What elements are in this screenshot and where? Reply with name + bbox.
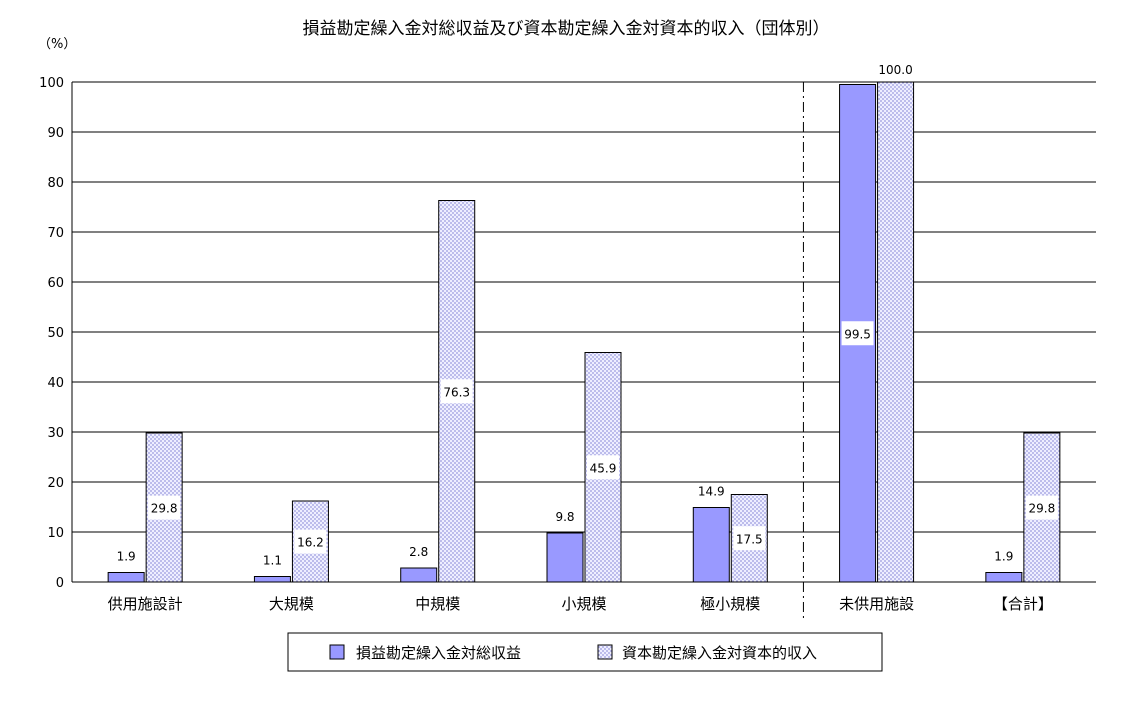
axes: 0 10 20 30 40 50 60 70 80 90 100 供用施設計 大規模 中規模 小規模 極小規模…	[39, 76, 1096, 622]
data-label-series-2: 16.2	[297, 536, 324, 550]
legend-swatch-series-1	[329, 644, 345, 660]
y-tick-label: 30	[47, 426, 64, 441]
data-label-series-2: 17.5	[736, 532, 763, 546]
y-axis-unit-label: （%）	[38, 37, 76, 52]
data-label-series-2: 100.0	[878, 63, 912, 77]
y-tick-label: 10	[47, 526, 64, 541]
y-tick-label: 40	[47, 376, 64, 391]
data-label-series-1: 1.9	[994, 550, 1013, 564]
data-label-series-1: 14.9	[698, 485, 725, 499]
data-label-bg	[1025, 495, 1058, 520]
data-labels: 1.9 29.8 1.1 16.2 2.8 76.3 9.8 45.9 14.9 17.5 99.5…	[117, 63, 1058, 568]
bar-series-1	[546, 532, 584, 583]
legend-swatch-series-2	[597, 644, 613, 660]
bar-series-1	[253, 576, 291, 583]
y-tick-label: 90	[47, 126, 64, 141]
y-tick-label: 100	[39, 76, 64, 91]
y-tick-label: 60	[47, 276, 64, 291]
bar-series-1	[692, 507, 730, 583]
data-label-series-1: 1.9	[117, 550, 136, 564]
x-category-label: 未供用施設	[839, 595, 914, 613]
x-category-label: 大規模	[269, 595, 314, 613]
data-label-bg	[733, 526, 766, 551]
data-label-series-1: 1.1	[263, 554, 282, 568]
y-tick-label: 70	[47, 226, 64, 241]
y-tick-label: 80	[47, 176, 64, 191]
data-label-series-1: 99.5	[844, 327, 871, 341]
legend: 損益勘定繰入金対総収益 資本勘定繰入金対資本的収入	[287, 632, 883, 672]
data-label-bg	[148, 495, 181, 520]
gridlines	[72, 81, 1096, 533]
y-tick-label: 20	[47, 476, 64, 491]
legend-label-series-1: 損益勘定繰入金対総収益	[356, 644, 521, 662]
bar-series-1	[985, 572, 1023, 583]
legend-box	[287, 632, 883, 672]
bar-series-2	[877, 81, 915, 583]
chart-title: 損益勘定繰入金対総収益及び資本勘定繰入金対資本的収入（団体別）	[303, 19, 830, 39]
x-category-label: 供用施設計	[108, 595, 183, 613]
y-tick-label: 0	[56, 576, 64, 591]
data-label-series-2: 29.8	[151, 502, 178, 516]
data-label-series-2: 45.9	[590, 461, 617, 475]
x-category-label: 小規模	[561, 595, 606, 613]
data-label-bg	[841, 321, 874, 346]
legend-label-series-2: 資本勘定繰入金対資本的収入	[622, 644, 817, 662]
x-category-label: 中規模	[415, 595, 460, 613]
data-label-series-1: 2.8	[409, 545, 428, 559]
data-label-bg	[440, 379, 473, 404]
x-category-label: 【合計】	[993, 595, 1053, 613]
data-label-bg	[587, 455, 619, 480]
data-label-bg	[294, 529, 327, 554]
bars	[107, 81, 1061, 583]
data-label-series-2: 29.8	[1028, 502, 1055, 516]
x-category-label: 極小規模	[700, 595, 760, 613]
data-label-series-2: 76.3	[443, 385, 470, 399]
bar-series-1	[400, 567, 438, 583]
y-tick-label: 50	[47, 326, 64, 341]
bar-series-1	[107, 572, 145, 583]
data-label-series-1: 9.8	[555, 510, 574, 524]
